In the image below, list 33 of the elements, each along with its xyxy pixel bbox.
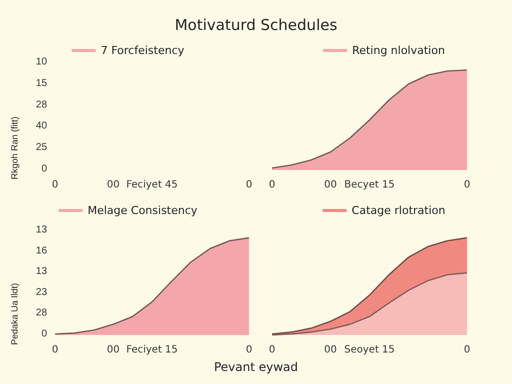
text: 25 [36, 142, 48, 154]
text: 40 [36, 120, 48, 132]
annotation: 28 [36, 308, 48, 319]
text: 10 [36, 56, 48, 68]
x-tick-label: 0 [246, 344, 252, 356]
annotation: 0 [41, 328, 48, 340]
x-tick-label: 0 [268, 180, 276, 190]
x-axis-title: Pevant eywad [212, 360, 300, 374]
text: Rkgoh Ran (fitt) [10, 116, 20, 180]
annotation: 16 [36, 245, 48, 256]
x-tick-label: 00 [324, 180, 337, 190]
text: 13 [36, 224, 48, 236]
text: 28 [36, 99, 48, 110]
legend-label: Melage Consistency [88, 204, 198, 217]
x-tick-label: Feciyet 15 [126, 344, 178, 356]
x-tick-label: 00 [324, 344, 337, 356]
x-tick-label: 0 [52, 344, 58, 356]
y-axis-title: Pedaka Ua Ildt) [10, 282, 20, 346]
text: 0 [41, 164, 48, 174]
x-tick-label: Seoyet 15 [344, 344, 395, 356]
legend-label: Reting nlolvation [352, 44, 445, 57]
x-tick-label: 0 [464, 180, 470, 190]
text: 15 [36, 78, 48, 89]
category-label: Feciyet 45 [126, 180, 178, 190]
annotation: 23 [36, 286, 48, 298]
text: Motivaturd Schedules [174, 16, 338, 34]
x-tick-label: 0 [268, 344, 276, 356]
annotation: 13 [36, 266, 48, 278]
legend-label: 7 Forcfeistency [100, 44, 185, 57]
x-tick-label: Becyet 15 [344, 180, 395, 190]
x-tick-label: 0 [464, 344, 470, 356]
legend-label: Catage rlotration [352, 204, 446, 217]
x-tick-label: 00 [106, 344, 120, 356]
